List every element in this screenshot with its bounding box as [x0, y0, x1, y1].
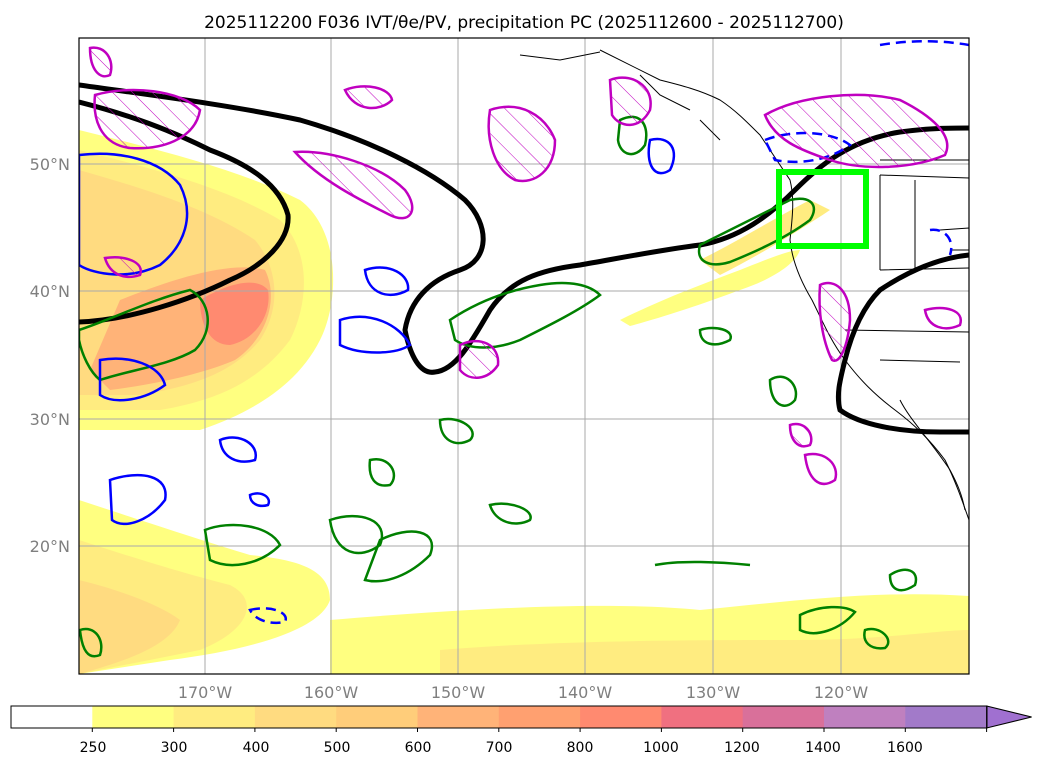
colorbar-cell	[498, 706, 581, 728]
lon-label-120w: 120°W	[814, 683, 869, 702]
colorbar-cell	[92, 706, 175, 728]
lat-label-30n: 30°N	[30, 410, 70, 429]
colorbar-tick-label: 250	[80, 740, 107, 756]
lon-label-150w: 150°W	[431, 683, 486, 702]
pv-positive-contours	[88, 46, 962, 486]
colorbar: 250 300 400 500 600 700 800 1000 1200 14…	[10, 705, 1032, 756]
longitude-labels: 170°W 160°W 150°W 140°W 130°W 120°W	[178, 683, 869, 702]
colorbar-tick-label: 1000	[643, 740, 679, 756]
colorbar-cell	[417, 706, 500, 728]
colorbar-tick-label: 300	[161, 740, 188, 756]
map-title: 2025112200 F036 IVT/θe/PV, precipitation…	[204, 13, 844, 33]
target-box	[776, 169, 869, 249]
colorbar-tick-label: 1200	[724, 740, 760, 756]
latitude-labels: 50°N 40°N 30°N 20°N	[30, 155, 70, 556]
lat-label-50n: 50°N	[30, 155, 70, 174]
colorbar-tick-label: 1400	[805, 740, 841, 756]
lon-label-170w: 170°W	[178, 683, 233, 702]
colorbar-tick-label: 500	[324, 740, 351, 756]
pv-negative-contours	[79, 40, 969, 625]
lon-label-130w: 130°W	[686, 683, 741, 702]
map-panel	[79, 38, 969, 674]
colorbar-tick-label: 600	[405, 740, 432, 756]
colorbar-cell	[11, 706, 93, 728]
colorbar-cell	[661, 706, 744, 728]
colorbar-tick-label: 400	[243, 740, 270, 756]
lon-label-140w: 140°W	[558, 683, 613, 702]
colorbar-tick-label: 700	[486, 740, 513, 756]
colorbar-cell	[824, 706, 906, 728]
colorbar-cell	[173, 706, 256, 728]
colorbar-cell	[336, 706, 418, 728]
colorbar-cell	[905, 706, 988, 728]
lon-label-160w: 160°W	[304, 683, 359, 702]
colorbar-tick-label: 800	[567, 740, 594, 756]
colorbar-cell	[254, 706, 337, 728]
colorbar-cell	[580, 706, 662, 728]
lat-label-20n: 20°N	[30, 537, 70, 556]
colorbar-extend-arrow	[986, 705, 1032, 729]
lat-label-40n: 40°N	[30, 282, 70, 301]
map-frame	[78, 37, 970, 675]
precipitation-contours	[79, 115, 918, 658]
colorbar-cell	[742, 706, 825, 728]
colorbar-tick-label: 1600	[887, 740, 923, 756]
